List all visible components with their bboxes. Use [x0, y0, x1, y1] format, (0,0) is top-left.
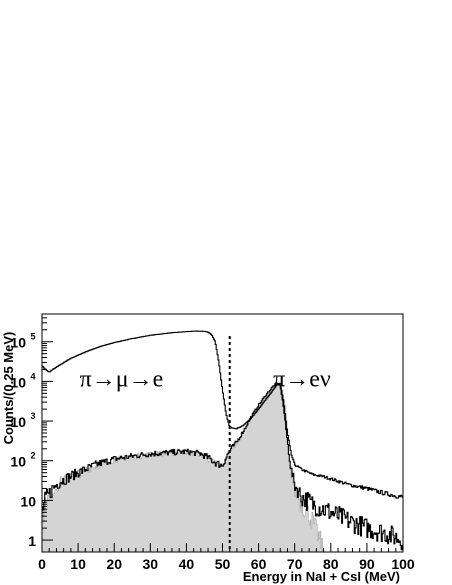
x-tick-label: 90	[359, 556, 375, 572]
y-axis-ticks: 1 10 10 2 10 3 10 4 10 5	[10, 313, 53, 549]
line-histogram-series-0	[42, 330, 403, 499]
x-axis-ticks: 0 10 20 30 40 50 60 70 80 90 100	[38, 543, 415, 572]
y-tick-exponent: 4	[30, 371, 35, 381]
x-tick-label: 0	[38, 556, 46, 572]
y-tick-label: 1	[28, 533, 36, 549]
x-tick-label: 10	[70, 556, 86, 572]
decay-mode-label: π→eν	[273, 366, 331, 392]
y-tick-label: 10	[10, 454, 26, 470]
line-histogram-layer	[42, 330, 403, 551]
x-tick-label: 20	[106, 556, 122, 572]
x-tick-label: 30	[143, 556, 159, 572]
x-tick-label: 80	[323, 556, 339, 572]
y-tick-label: 10	[10, 374, 26, 390]
x-axis-title: Energy in NaI + CsI (MeV)	[243, 569, 400, 584]
y-tick-label: 10	[10, 335, 26, 351]
x-tick-label: 100	[391, 556, 415, 572]
annotations: π→μ→e π→eν	[80, 366, 331, 392]
y-tick-exponent: 5	[30, 332, 35, 342]
x-tick-label: 50	[215, 556, 231, 572]
x-tick-label: 60	[251, 556, 267, 572]
x-tick-label: 40	[179, 556, 195, 572]
line-histogram-series-1	[42, 382, 403, 551]
y-tick-label: 10	[20, 493, 36, 509]
y-tick-exponent: 3	[30, 411, 35, 421]
y-tick-exponent: 2	[30, 451, 35, 461]
decay-mode-label: π→μ→e	[80, 366, 164, 392]
filled-histogram-layer	[41, 383, 324, 553]
y-axis-title: Counts/(0.25 MeV)	[1, 332, 16, 445]
y-tick-label: 10	[10, 414, 26, 430]
x-tick-label: 70	[287, 556, 303, 572]
filled-histogram-series	[41, 383, 324, 553]
